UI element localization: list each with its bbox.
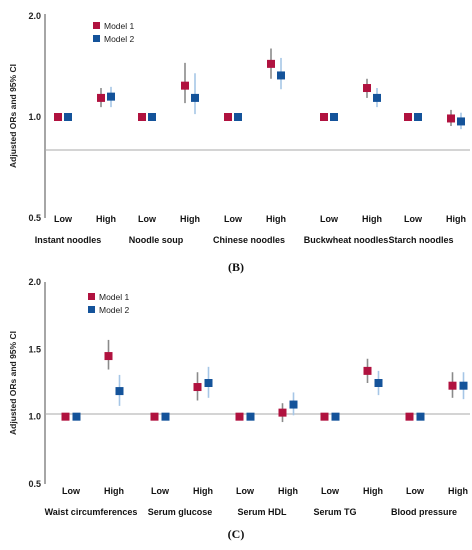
panel-c-model1-high-marker-2 [278,408,287,417]
panel-b-model2-high-marker-3 [373,93,381,102]
panel-c-category-0: Waist circumferences [45,507,138,517]
panel-c-y-axis-label: Adjusted ORs and 95% CI [8,331,18,435]
panel-c-legend-label-1: Model 1 [99,292,130,302]
panel-c-level-low-2: Low [236,486,255,496]
panel-c-legend-swatch-1 [88,293,95,300]
panel-b-ytick-0: 0.5 [28,213,41,223]
panel-c-model2-high-marker-2 [289,400,298,409]
panel-b-label: (B) [228,260,244,274]
panel-c-legend-label-2: Model 2 [99,305,130,315]
panel-b-level-low-3: Low [320,214,339,224]
panel-c-model2-low-marker-2 [246,412,255,421]
panel-b-level-low-1: Low [138,214,157,224]
panel-c-label: (C) [228,527,245,541]
panel-b-model2-high-marker-4 [457,117,465,126]
panel-b-ytick-1: 1.0 [28,112,41,122]
panel-c-model2-low-marker-4 [416,412,425,421]
panel-c-model1-high-marker-3 [363,366,372,375]
panel-b-model1-high-marker-2 [267,59,275,68]
panel-c-level-high-0: High [104,486,124,496]
panel-b-category-3: Buckwheat noodles [304,235,389,245]
panel-b-level-low-4: Low [404,214,423,224]
panel-c-model2-low-marker-0 [72,412,81,421]
panel-c-level-low-4: Low [406,486,425,496]
panel-b-model2-low-marker-4 [414,113,422,121]
panel-b-model2-high-marker-0 [107,92,115,101]
panel-c-level-high-1: High [193,486,213,496]
panel-c-model1-high-marker-1 [193,383,202,392]
panel-b-category-0: Instant noodles [35,235,102,245]
panel-c: Adjusted ORs and 95% CI 0.5 1.0 1.5 2.0 Mod… [8,277,470,541]
panel-b-model1-high-marker-0 [97,93,105,102]
panel-b-model2-low-marker-1 [148,113,156,121]
panel-c-model2-low-marker-3 [331,412,340,421]
panel-b-category-4: Starch noodles [388,235,453,245]
panel-c-model2-high-marker-3 [374,379,383,387]
panel-c-level-low-3: Low [321,486,340,496]
panel-c-model2-high-marker-1 [204,379,213,387]
panel-b-model2-low-marker-2 [234,113,242,121]
panel-c-model2-high-marker-0 [115,387,124,396]
panel-b-level-high-3: High [362,214,382,224]
panel-b-ytick-2: 2.0 [28,11,41,21]
panel-b-legend-label-1: Model 1 [104,21,135,31]
panel-c-ytick-2: 1.5 [28,344,41,354]
panel-b-y-axis-label: Adjusted ORs and 95% CI [8,64,18,168]
panel-c-model1-low-marker-2 [235,412,244,421]
panel-c-legend-swatch-2 [88,306,95,313]
panel-b-category-1: Noodle soup [129,235,184,245]
panel-b-model1-high-marker-3 [363,84,371,93]
panel-b-legend-swatch-1 [93,22,100,29]
panel-c-category-3: Serum TG [313,507,356,517]
panel-c-model1-low-marker-3 [320,412,329,421]
panel-c-category-4: Blood pressure [391,507,457,517]
panel-c-ytick-0: 0.5 [28,479,41,489]
panel-c-model1-low-marker-0 [61,412,70,421]
panel-b-model1-low-marker-4 [404,113,412,121]
panel-b-legend-label-2: Model 2 [104,34,135,44]
panel-c-model1-high-marker-4 [448,381,457,390]
panel-b-model1-low-marker-2 [224,113,232,121]
panel-b-model1-low-marker-0 [54,113,62,121]
panel-b-level-high-0: High [96,214,116,224]
panel-b-model1-high-marker-1 [181,81,189,90]
panel-c-ytick-1: 1.0 [28,412,41,422]
panel-c-model1-high-marker-0 [104,352,113,361]
panel-b-model1-high-marker-4 [447,114,455,123]
panel-b-level-low-2: Low [224,214,243,224]
panel-c-level-high-3: High [363,486,383,496]
panel-b-model1-low-marker-3 [320,113,328,121]
panel-c-category-2: Serum HDL [237,507,287,517]
panel-b-level-high-4: High [446,214,466,224]
panel-b-model2-high-marker-1 [191,93,199,102]
panel-b-level-high-2: High [266,214,286,224]
panel-b-category-2: Chinese noodles [213,235,285,245]
panel-b-level-low-0: Low [54,214,73,224]
panel-b-legend-swatch-2 [93,35,100,42]
panel-c-level-low-0: Low [62,486,81,496]
panel-b-level-high-1: High [180,214,200,224]
panel-c-model1-low-marker-4 [405,412,414,421]
panel-c-level-high-2: High [278,486,298,496]
panel-b-model2-high-marker-2 [277,71,285,80]
panel-c-model1-low-marker-1 [150,412,159,421]
panel-b-model1-low-marker-1 [138,113,146,121]
panel-c-model2-low-marker-1 [161,412,170,421]
panel-c-level-high-4: High [448,486,468,496]
panel-b: Adjusted ORs and 95% CI 0.5 1.0 2.0 Model … [8,11,470,274]
panel-b-model2-low-marker-3 [330,113,338,121]
panel-b-model2-low-marker-0 [64,113,72,121]
panel-c-model2-high-marker-4 [459,381,468,390]
panel-c-ytick-3: 2.0 [28,277,41,287]
panel-c-category-1: Serum glucose [148,507,213,517]
panel-c-level-low-1: Low [151,486,170,496]
